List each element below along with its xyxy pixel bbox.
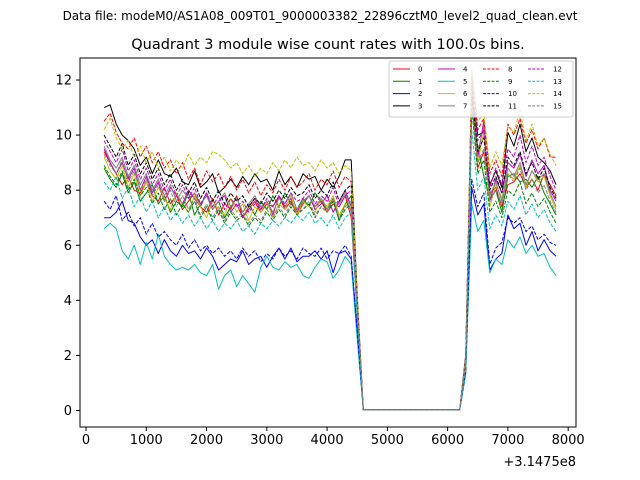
legend-label-11: 11: [508, 102, 517, 110]
legend-label-6: 6: [463, 90, 468, 98]
legend-label-15: 15: [553, 102, 562, 110]
legend-label-7: 7: [463, 102, 467, 110]
x-tick-label: 5000: [371, 433, 404, 448]
y-tick-label: 6: [64, 239, 72, 254]
y-axis: 0 2 4 6 8 10 12: [55, 74, 80, 419]
legend-label-0: 0: [418, 66, 422, 74]
series-line-8: [103, 74, 557, 411]
plot-frame: [79, 57, 577, 428]
legend-label-5: 5: [463, 78, 467, 86]
y-tick-label: 10: [55, 129, 72, 144]
y-tick-label: 0: [64, 404, 72, 419]
x-offset-label: +3.1475e8: [503, 455, 576, 470]
legend-label-13: 13: [553, 78, 562, 86]
y-tick-label: 2: [64, 349, 72, 364]
series-line-6: [103, 85, 557, 411]
legend-label-1: 1: [418, 78, 422, 86]
x-tick-label: 2000: [190, 433, 223, 448]
series-line-9: [103, 107, 557, 411]
x-tick-label: 6000: [431, 433, 464, 448]
legend-label-12: 12: [553, 66, 562, 74]
series-layer: [103, 68, 557, 411]
series-line-15: [103, 101, 557, 411]
x-tick-label: 0: [82, 433, 90, 448]
x-tick-label: 1000: [130, 433, 163, 448]
legend-label-10: 10: [508, 90, 517, 98]
x-tick-label: 8000: [552, 433, 585, 448]
series-line-13: [103, 129, 557, 411]
series-line-10: [103, 178, 557, 411]
legend-label-4: 4: [463, 66, 468, 74]
series-line-12: [103, 87, 557, 411]
legend-label-3: 3: [418, 102, 422, 110]
y-tick-label: 8: [64, 184, 72, 199]
series-line-2: [104, 186, 557, 411]
figure-suptitle: Data file: modeM0/AS1A08_009T01_90000033…: [63, 9, 578, 23]
legend-box: [388, 60, 574, 118]
legend-label-9: 9: [508, 78, 512, 86]
chart-title: Quadrant 3 module wise count rates with …: [131, 37, 525, 53]
y-tick-label: 12: [55, 74, 72, 89]
x-tick-label: 3000: [250, 433, 283, 448]
y-tick-label: 4: [64, 294, 72, 309]
series-line-5: [103, 203, 557, 411]
legend-label-8: 8: [508, 66, 512, 74]
series-line-3: [103, 90, 557, 411]
x-tick-label: 4000: [311, 433, 344, 448]
x-tick-label: 7000: [491, 433, 524, 448]
legend-label-14: 14: [553, 90, 562, 98]
series-line-11: [103, 93, 557, 411]
legend-label-2: 2: [418, 90, 422, 98]
x-axis: 0 1000 2000 3000 4000 5000 6000 7000 8000: [82, 427, 585, 448]
